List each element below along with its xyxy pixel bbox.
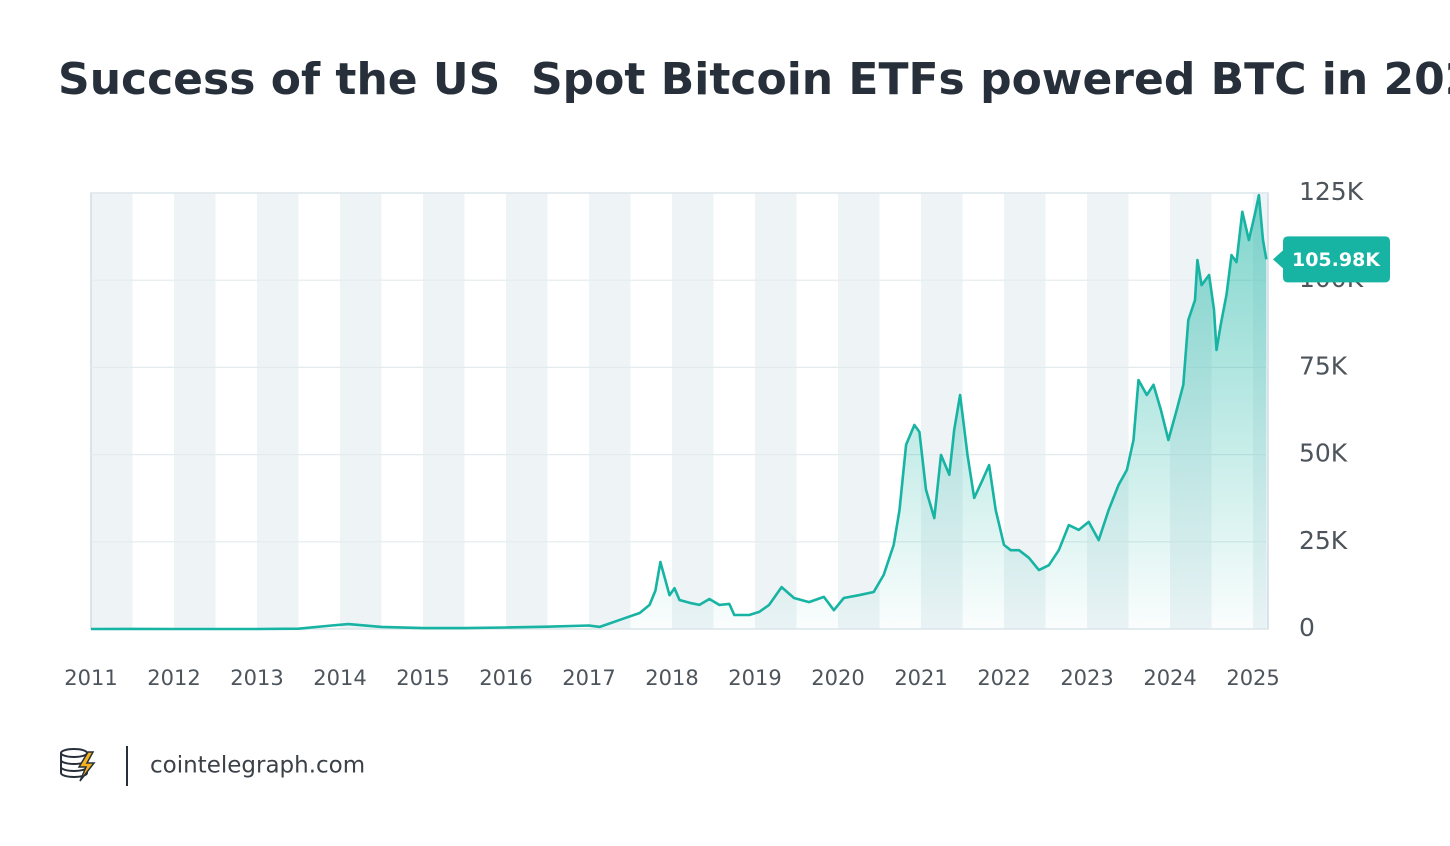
y-tick-label: 50K [1299, 439, 1348, 468]
x-tick-label: 2014 [313, 666, 366, 690]
y-tick-label: 75K [1299, 351, 1348, 380]
x-tick-label: 2013 [230, 666, 283, 690]
source: cointelegraph.com [150, 753, 365, 779]
x-tick-label: 2018 [645, 666, 698, 690]
stripe [589, 193, 631, 629]
x-tick-label: 2015 [396, 666, 449, 690]
x-tick-label: 2024 [1143, 666, 1196, 690]
x-tick-label: 2021 [894, 666, 947, 690]
stripe [506, 193, 548, 629]
logo [60, 746, 128, 786]
chart-title: Success of the US Spot Bitcoin ETFs powe… [58, 54, 1450, 105]
x-tick-label: 2025 [1226, 666, 1279, 690]
value-label: 105.98K [1292, 249, 1381, 271]
x-tick-label: 2019 [728, 666, 781, 690]
stripe [257, 193, 299, 629]
stripe [423, 193, 465, 629]
stripe [755, 193, 797, 629]
price-line [90, 193, 1268, 631]
stripe [340, 193, 382, 629]
stripe [174, 193, 216, 629]
x-tick-label: 2016 [479, 666, 532, 690]
x-tick-label: 2017 [562, 666, 615, 690]
y-tick-label: 0 [1299, 613, 1315, 642]
stripe [672, 193, 714, 629]
x-tick-label: 2012 [147, 666, 200, 690]
x-tick-label: 2020 [811, 666, 864, 690]
stripe [838, 193, 880, 629]
y-tick-label: 125K [1299, 177, 1364, 206]
x-tick-label: 2023 [1060, 666, 1113, 690]
x-tick-label: 2022 [977, 666, 1030, 690]
x-tick-label: 2011 [64, 666, 117, 690]
value-label-box [1273, 236, 1390, 283]
stripe [91, 193, 133, 629]
y-tick-label: 25K [1299, 526, 1348, 555]
area [91, 195, 1267, 629]
